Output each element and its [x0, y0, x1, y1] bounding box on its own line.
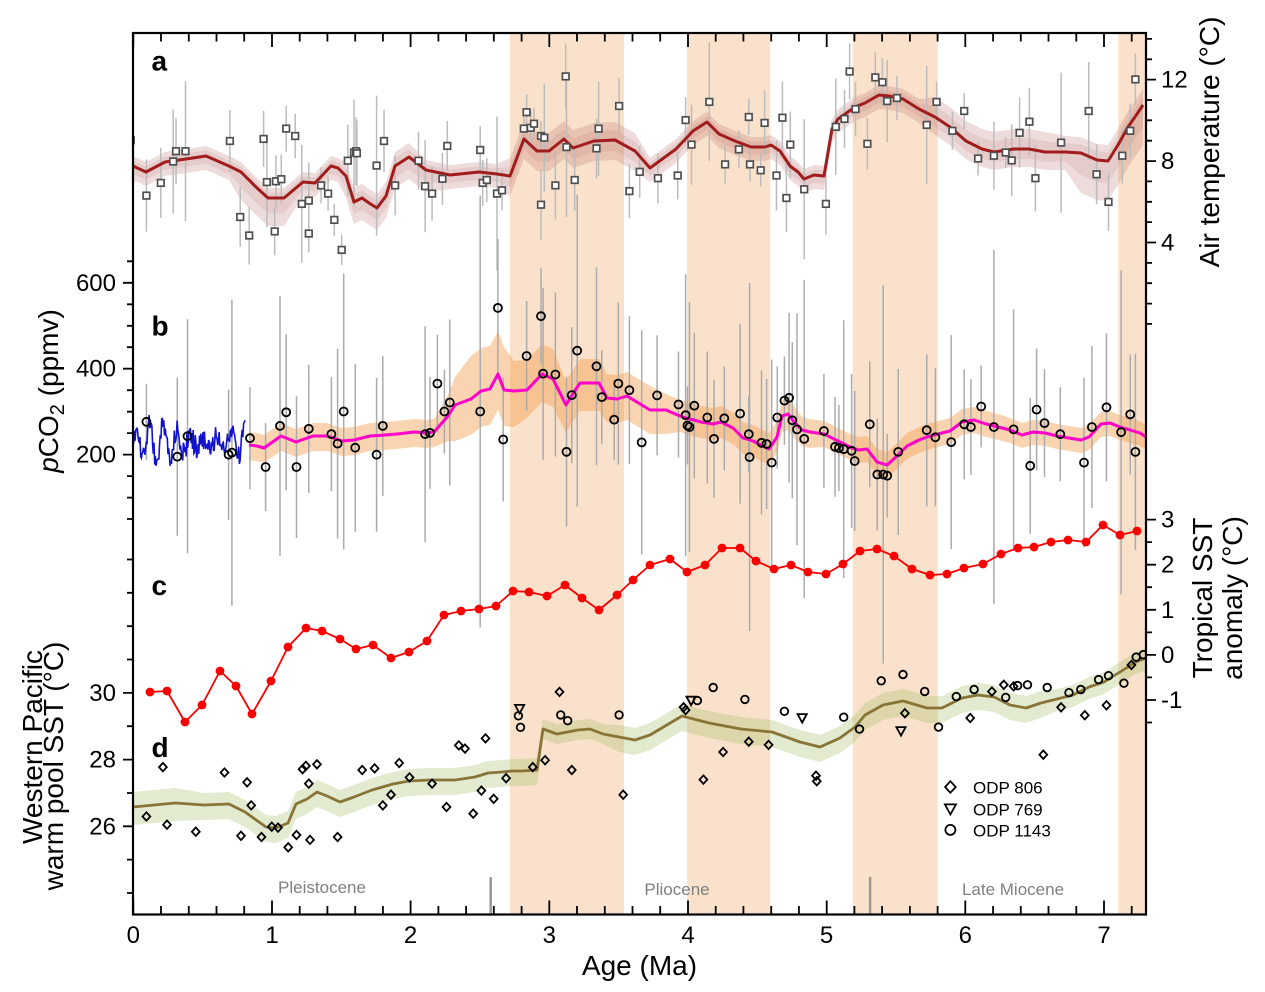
svg-text:6: 6: [959, 922, 972, 949]
svg-text:200: 200: [76, 442, 116, 469]
svg-text:2: 2: [1161, 552, 1174, 579]
svg-text:5: 5: [820, 922, 833, 949]
svg-text:ODP 769: ODP 769: [973, 801, 1043, 820]
svg-text:Tropical SST: Tropical SST: [1187, 518, 1218, 679]
svg-text:anomaly (°C): anomaly (°C): [1217, 516, 1248, 680]
svg-text:0: 0: [1161, 642, 1174, 669]
svg-text:400: 400: [76, 356, 116, 383]
svg-text:d: d: [152, 732, 169, 763]
svg-text:8: 8: [1161, 148, 1174, 175]
svg-text:3: 3: [543, 922, 556, 949]
svg-text:28: 28: [89, 747, 116, 774]
svg-text:12: 12: [1161, 67, 1188, 94]
svg-text:30: 30: [89, 680, 116, 707]
svg-text:Late Miocene: Late Miocene: [962, 880, 1064, 899]
svg-text:4: 4: [681, 922, 694, 949]
svg-text:0: 0: [127, 922, 140, 949]
svg-text:Air temperature (°C): Air temperature (°C): [1194, 17, 1225, 268]
svg-text:Age (Ma): Age (Ma): [582, 950, 697, 981]
svg-text:4: 4: [1161, 230, 1174, 257]
svg-text:Pliocene: Pliocene: [644, 880, 709, 899]
svg-text:ODP 806: ODP 806: [973, 779, 1043, 798]
svg-text:warm pool SST (°C): warm pool SST (°C): [38, 642, 69, 892]
svg-text:-1: -1: [1161, 687, 1182, 714]
svg-text:b: b: [152, 311, 169, 342]
svg-text:1: 1: [265, 922, 278, 949]
svg-text:c: c: [152, 570, 168, 601]
svg-text:Western Pacific: Western Pacific: [17, 650, 48, 844]
svg-text:ODP 1143: ODP 1143: [973, 821, 1051, 840]
svg-text:1: 1: [1161, 597, 1174, 624]
svg-text:3: 3: [1161, 507, 1174, 534]
svg-text:2: 2: [404, 922, 417, 949]
svg-text:7: 7: [1097, 922, 1110, 949]
svg-text:600: 600: [76, 270, 116, 297]
svg-text:pCO2 (ppmv): pCO2 (ppmv): [33, 309, 69, 474]
svg-text:26: 26: [89, 813, 116, 840]
svg-text:a: a: [152, 46, 168, 77]
svg-text:Pleistocene: Pleistocene: [278, 878, 366, 897]
